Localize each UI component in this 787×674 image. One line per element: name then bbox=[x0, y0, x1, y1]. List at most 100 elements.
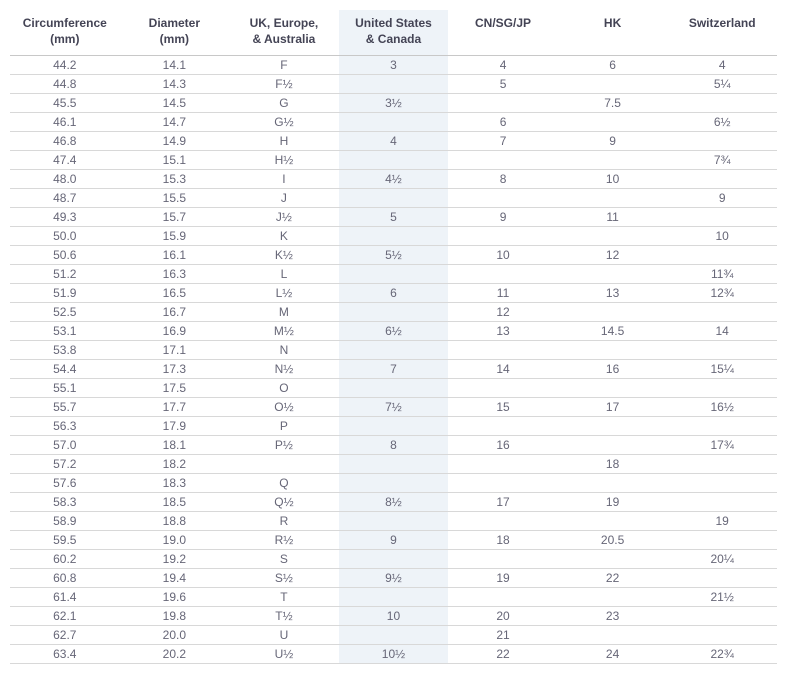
cell: 7½ bbox=[339, 398, 449, 417]
cell: 15 bbox=[448, 398, 558, 417]
cell: 50.0 bbox=[10, 227, 120, 246]
table-row: 61.419.6T21½ bbox=[10, 588, 777, 607]
cell bbox=[667, 455, 777, 474]
cell bbox=[558, 550, 668, 569]
cell: 10 bbox=[339, 607, 449, 626]
cell bbox=[339, 512, 449, 531]
cell: 57.2 bbox=[10, 455, 120, 474]
cell: 18 bbox=[448, 531, 558, 550]
table-row: 57.018.1P½81617¾ bbox=[10, 436, 777, 455]
cell: 51.9 bbox=[10, 284, 120, 303]
cell: Q½ bbox=[229, 493, 339, 512]
cell: 9 bbox=[448, 208, 558, 227]
cell: 9½ bbox=[339, 569, 449, 588]
cell bbox=[558, 474, 668, 493]
cell bbox=[448, 341, 558, 360]
cell: 5 bbox=[339, 208, 449, 227]
cell bbox=[667, 417, 777, 436]
cell: U bbox=[229, 626, 339, 645]
cell bbox=[448, 227, 558, 246]
cell: S bbox=[229, 550, 339, 569]
cell bbox=[448, 550, 558, 569]
cell bbox=[339, 303, 449, 322]
table-row: 58.918.8R19 bbox=[10, 512, 777, 531]
cell: 19.8 bbox=[120, 607, 230, 626]
cell: 21½ bbox=[667, 588, 777, 607]
cell bbox=[558, 75, 668, 94]
cell bbox=[448, 417, 558, 436]
table-row: 53.817.1N bbox=[10, 341, 777, 360]
cell: 14.3 bbox=[120, 75, 230, 94]
cell: 7 bbox=[448, 132, 558, 151]
cell bbox=[558, 151, 668, 170]
cell: S½ bbox=[229, 569, 339, 588]
cell: 47.4 bbox=[10, 151, 120, 170]
cell: 16.5 bbox=[120, 284, 230, 303]
cell bbox=[339, 151, 449, 170]
cell: 20.5 bbox=[558, 531, 668, 550]
cell: 8½ bbox=[339, 493, 449, 512]
cell: 14 bbox=[448, 360, 558, 379]
table-row: 51.916.5L½6111312¾ bbox=[10, 284, 777, 303]
cell: 11 bbox=[448, 284, 558, 303]
cell: 16 bbox=[558, 360, 668, 379]
cell: 6½ bbox=[667, 113, 777, 132]
cell: M½ bbox=[229, 322, 339, 341]
cell: H½ bbox=[229, 151, 339, 170]
cell: 14.1 bbox=[120, 56, 230, 75]
cell: 48.0 bbox=[10, 170, 120, 189]
table-row: 51.216.3L11¾ bbox=[10, 265, 777, 284]
cell: O½ bbox=[229, 398, 339, 417]
cell bbox=[448, 455, 558, 474]
cell bbox=[558, 588, 668, 607]
cell: 15.9 bbox=[120, 227, 230, 246]
cell: 46.1 bbox=[10, 113, 120, 132]
table-row: 48.015.3I4½810 bbox=[10, 170, 777, 189]
cell: 58.3 bbox=[10, 493, 120, 512]
cell: 3 bbox=[339, 56, 449, 75]
cell bbox=[558, 379, 668, 398]
cell bbox=[448, 265, 558, 284]
cell: 57.6 bbox=[10, 474, 120, 493]
cell: 16½ bbox=[667, 398, 777, 417]
cell bbox=[667, 569, 777, 588]
table-body: 44.214.1F346444.814.3F½55¼45.514.5G3½7.5… bbox=[10, 56, 777, 664]
cell: I bbox=[229, 170, 339, 189]
cell: 23 bbox=[558, 607, 668, 626]
cell bbox=[558, 189, 668, 208]
cell: 16.1 bbox=[120, 246, 230, 265]
cell bbox=[667, 132, 777, 151]
cell: J½ bbox=[229, 208, 339, 227]
table-row: 49.315.7J½5911 bbox=[10, 208, 777, 227]
ring-size-table: Circumference(mm)Diameter(mm)UK, Europe,… bbox=[10, 10, 777, 664]
table-row: 60.219.2S20¼ bbox=[10, 550, 777, 569]
cell: 57.0 bbox=[10, 436, 120, 455]
table-row: 53.116.9M½6½1314.514 bbox=[10, 322, 777, 341]
col-header-4: CN/SG/JP bbox=[448, 10, 558, 56]
cell: 4 bbox=[448, 56, 558, 75]
cell: 10 bbox=[558, 170, 668, 189]
table-row: 57.618.3Q bbox=[10, 474, 777, 493]
cell: 4 bbox=[667, 56, 777, 75]
table-row: 46.114.7G½66½ bbox=[10, 113, 777, 132]
cell bbox=[339, 550, 449, 569]
table-row: 55.717.7O½7½151716½ bbox=[10, 398, 777, 417]
table-row: 62.119.8T½102023 bbox=[10, 607, 777, 626]
cell bbox=[339, 455, 449, 474]
table-row: 46.814.9H479 bbox=[10, 132, 777, 151]
cell: T bbox=[229, 588, 339, 607]
cell: 15.3 bbox=[120, 170, 230, 189]
cell bbox=[339, 417, 449, 436]
cell: 17 bbox=[448, 493, 558, 512]
cell: 19.2 bbox=[120, 550, 230, 569]
table-row: 55.117.5O bbox=[10, 379, 777, 398]
cell bbox=[667, 341, 777, 360]
cell: 10 bbox=[448, 246, 558, 265]
cell bbox=[448, 512, 558, 531]
cell: 59.5 bbox=[10, 531, 120, 550]
cell: 15.7 bbox=[120, 208, 230, 227]
cell: 14.5 bbox=[558, 322, 668, 341]
cell: 8 bbox=[339, 436, 449, 455]
cell: 17.1 bbox=[120, 341, 230, 360]
cell bbox=[667, 246, 777, 265]
